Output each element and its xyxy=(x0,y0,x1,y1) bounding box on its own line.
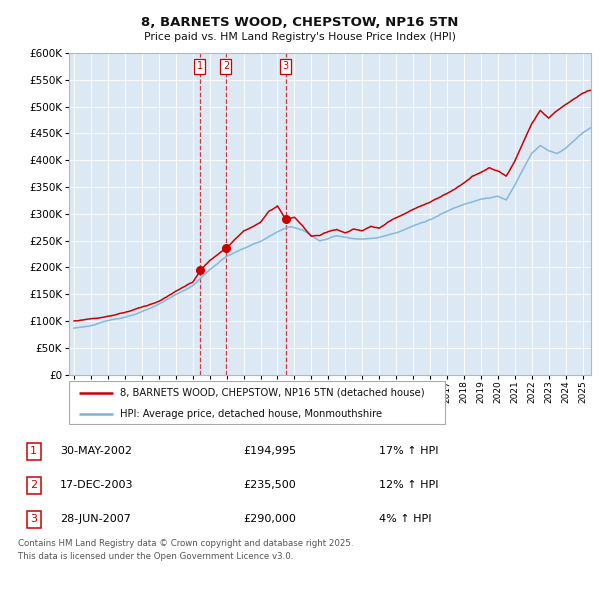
Text: 2: 2 xyxy=(30,480,37,490)
Text: Contains HM Land Registry data © Crown copyright and database right 2025.
This d: Contains HM Land Registry data © Crown c… xyxy=(18,539,353,560)
Text: 1: 1 xyxy=(30,447,37,456)
Text: 3: 3 xyxy=(283,61,289,71)
Text: 4% ↑ HPI: 4% ↑ HPI xyxy=(379,514,431,525)
Text: 2: 2 xyxy=(223,61,229,71)
Text: £235,500: £235,500 xyxy=(244,480,296,490)
Text: 28-JUN-2007: 28-JUN-2007 xyxy=(60,514,131,525)
Text: 8, BARNETS WOOD, CHEPSTOW, NP16 5TN: 8, BARNETS WOOD, CHEPSTOW, NP16 5TN xyxy=(142,16,458,29)
Text: 17% ↑ HPI: 17% ↑ HPI xyxy=(379,447,439,456)
Text: 8, BARNETS WOOD, CHEPSTOW, NP16 5TN (detached house): 8, BARNETS WOOD, CHEPSTOW, NP16 5TN (det… xyxy=(120,388,425,398)
Text: £290,000: £290,000 xyxy=(244,514,296,525)
Text: 1: 1 xyxy=(197,61,203,71)
Text: 3: 3 xyxy=(30,514,37,525)
Text: 30-MAY-2002: 30-MAY-2002 xyxy=(60,447,133,456)
FancyBboxPatch shape xyxy=(69,381,445,424)
Text: £194,995: £194,995 xyxy=(244,447,297,456)
Text: 17-DEC-2003: 17-DEC-2003 xyxy=(60,480,134,490)
Text: 12% ↑ HPI: 12% ↑ HPI xyxy=(379,480,439,490)
Text: Price paid vs. HM Land Registry's House Price Index (HPI): Price paid vs. HM Land Registry's House … xyxy=(144,32,456,42)
Text: HPI: Average price, detached house, Monmouthshire: HPI: Average price, detached house, Monm… xyxy=(120,409,382,419)
